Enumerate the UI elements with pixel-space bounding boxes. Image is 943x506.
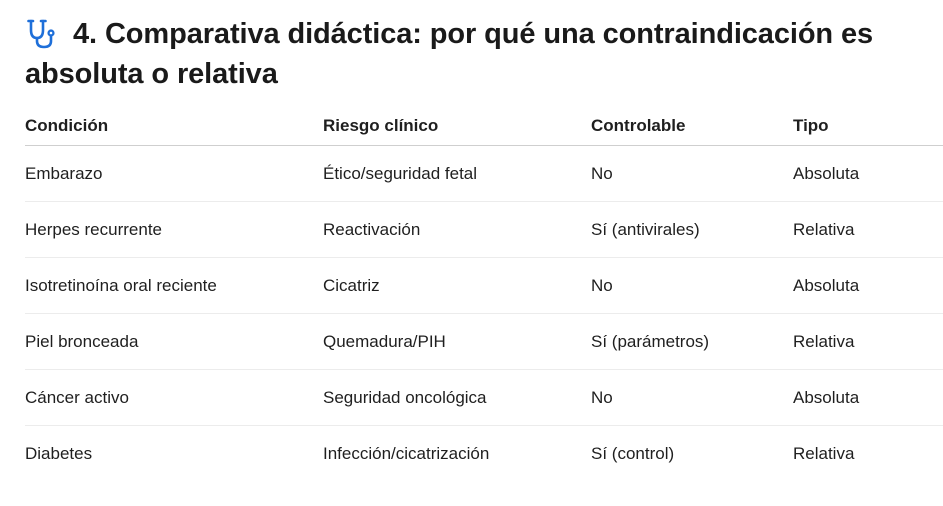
cell-tipo: Absoluta bbox=[793, 369, 943, 426]
cell-condicion: Herpes recurrente bbox=[25, 201, 323, 258]
cell-condicion: Isotretinoína oral reciente bbox=[25, 257, 323, 314]
table-row: Herpes recurrente Reactivación Sí (antiv… bbox=[25, 201, 943, 258]
cell-controlable: No bbox=[591, 369, 793, 426]
cell-tipo: Relativa bbox=[793, 313, 943, 370]
cell-condicion: Piel bronceada bbox=[25, 313, 323, 370]
cell-controlable: No bbox=[591, 257, 793, 314]
cell-riesgo: Ético/seguridad fetal bbox=[323, 145, 591, 202]
cell-controlable: Sí (antivirales) bbox=[591, 201, 793, 258]
cell-riesgo: Infección/cicatrización bbox=[323, 443, 490, 463]
cell-condicion: Diabetes bbox=[25, 443, 93, 463]
cell-condicion: Cáncer activo bbox=[25, 369, 323, 426]
cell-riesgo: Seguridad oncológica bbox=[323, 369, 591, 426]
table-row: Diabetes Infección/cicatrización Sí (con… bbox=[25, 426, 943, 482]
table-row: Cáncer activo Seguridad oncológica No Ab… bbox=[25, 369, 943, 426]
page-content: 4. Comparativa didáctica: por qué una co… bbox=[25, 14, 943, 481]
cell-tipo: Absoluta bbox=[793, 145, 943, 202]
table-row: Embarazo Ético/seguridad fetal No Absolu… bbox=[25, 145, 943, 202]
cell-riesgo: Cicatriz bbox=[323, 257, 591, 314]
table-row: Isotretinoína oral reciente Cicatriz No … bbox=[25, 257, 943, 314]
cell-tipo: Relativa bbox=[793, 201, 943, 258]
cell-riesgo: Reactivación bbox=[323, 201, 591, 258]
header-controlable: Controlable bbox=[591, 107, 793, 146]
stethoscope-icon bbox=[25, 17, 59, 49]
cell-condicion: Embarazo bbox=[25, 145, 323, 202]
header-condicion: Condición bbox=[25, 107, 323, 146]
table-row: Piel bronceada Quemadura/PIH Sí (parámet… bbox=[25, 313, 943, 370]
header-tipo: Tipo bbox=[793, 107, 943, 146]
cell-riesgo: Quemadura/PIH bbox=[323, 313, 591, 370]
cell-controlable: Sí (control) bbox=[591, 443, 675, 463]
cell-controlable: No bbox=[591, 145, 793, 202]
section-heading: 4. Comparativa didáctica: por qué una co… bbox=[25, 14, 943, 94]
header-riesgo-clinico: Riesgo clínico bbox=[323, 107, 591, 146]
section-title: 4. Comparativa didáctica: por qué una co… bbox=[25, 18, 874, 90]
table-header-row: Condición Riesgo clínico Controlable Tip… bbox=[25, 107, 943, 146]
cell-tipo: Relativa bbox=[793, 443, 855, 463]
comparison-table: Condición Riesgo clínico Controlable Tip… bbox=[25, 107, 943, 481]
cell-tipo: Absoluta bbox=[793, 257, 943, 314]
cell-controlable: Sí (parámetros) bbox=[591, 313, 793, 370]
